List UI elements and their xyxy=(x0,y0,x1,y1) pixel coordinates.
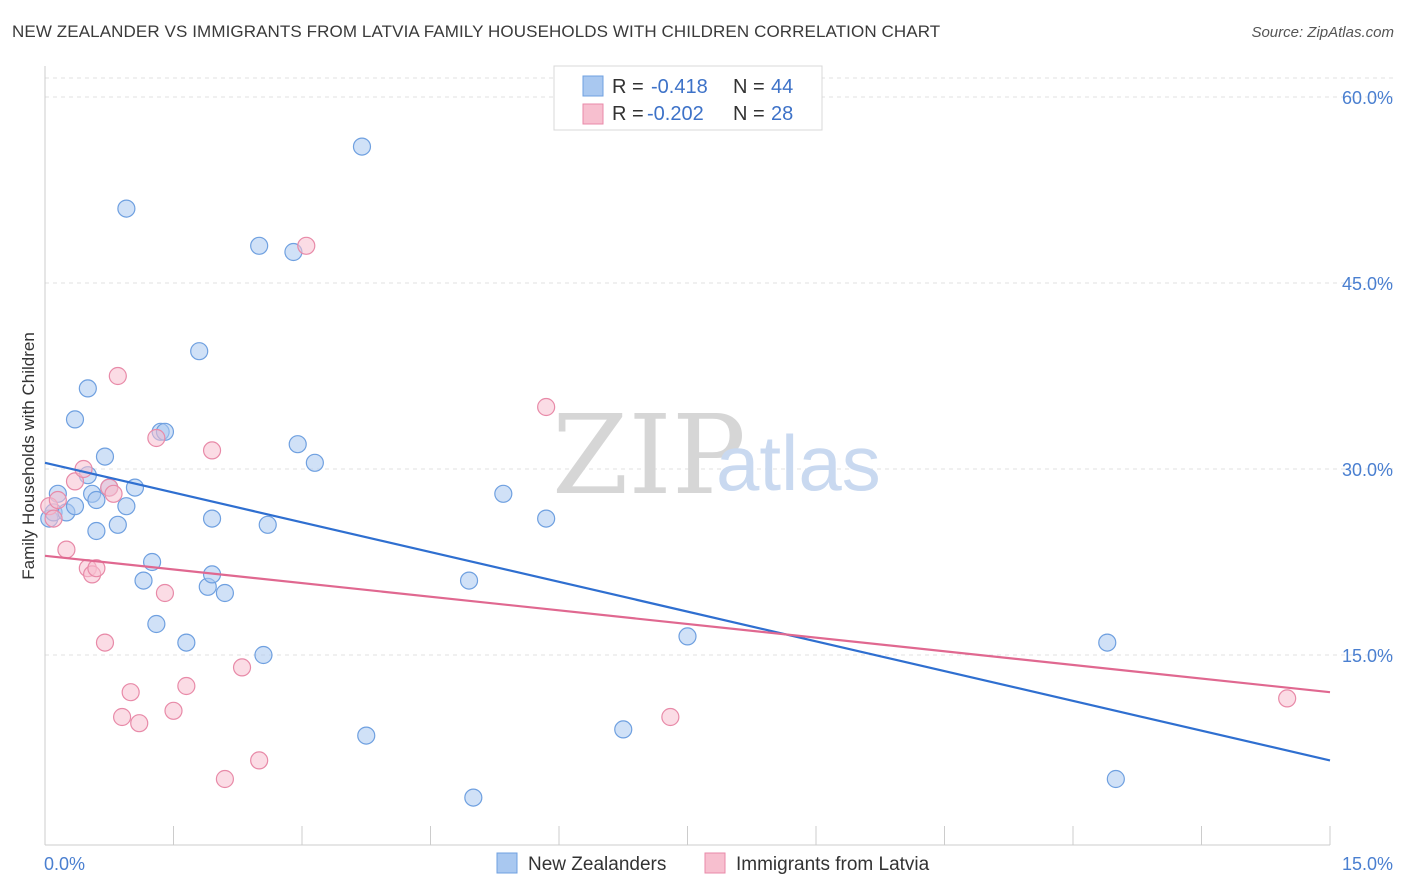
x-tick-label: 15.0% xyxy=(1342,854,1393,874)
new-zealander-point xyxy=(459,571,479,590)
latvia-point xyxy=(215,769,234,789)
latvia-point xyxy=(112,707,132,727)
y-tick-label: 45.0% xyxy=(1342,274,1393,294)
latvia-point xyxy=(130,714,149,733)
new-zealander-point xyxy=(537,509,556,528)
legend-swatch-blue xyxy=(582,75,604,97)
latvia-point xyxy=(44,509,63,528)
latvia-point xyxy=(108,366,127,386)
latvia-point xyxy=(48,490,67,510)
new-zealander-point xyxy=(108,515,127,534)
new-zealander-trend-line xyxy=(44,461,1331,762)
new-zealander-point xyxy=(117,497,136,516)
watermark: ZIP atlas xyxy=(552,391,881,519)
new-zealander-point xyxy=(614,720,633,739)
new-zealander-point xyxy=(202,509,222,528)
latvia-point xyxy=(661,707,680,727)
latvia-point xyxy=(537,397,556,417)
latvia-point xyxy=(177,676,196,696)
new-zealander-point xyxy=(250,236,269,255)
new-zealander-point xyxy=(87,521,106,541)
new-zealander-point xyxy=(678,627,697,646)
new-zealander-point xyxy=(352,137,372,156)
new-zealander-point xyxy=(258,515,277,534)
legend-r-label-1: R = xyxy=(612,76,644,98)
latvia-point xyxy=(65,472,85,491)
new-zealander-point xyxy=(134,571,153,590)
legend-swatch-pink xyxy=(582,103,604,125)
x-tick-label: 0.0% xyxy=(44,854,85,874)
grid-lines xyxy=(45,77,1395,656)
legend-n-value-2: 28 xyxy=(771,103,793,125)
legend-n-label-1: N = xyxy=(733,76,765,98)
legend-n-label-2: N = xyxy=(733,103,765,125)
latvia-point xyxy=(104,484,123,503)
legend-r-value-2: -0.202 xyxy=(647,103,704,125)
new-zealander-point xyxy=(65,497,85,516)
y-tick-label: 30.0% xyxy=(1342,460,1393,480)
new-zealander-point xyxy=(190,342,209,361)
y-axis-label: Family Households with Children xyxy=(19,332,38,580)
latvia-point xyxy=(87,559,106,578)
y-tick-labels: 15.0% 30.0% 45.0% 60.0% xyxy=(1342,88,1393,666)
y-tick-label: 15.0% xyxy=(1342,646,1393,666)
latvia-point xyxy=(147,428,166,448)
bottom-legend-swatch-pink xyxy=(704,852,726,874)
latvia-point xyxy=(57,540,76,559)
chart-title: NEW ZEALANDER VS IMMIGRANTS FROM LATVIA … xyxy=(12,22,941,41)
new-zealander-point xyxy=(254,645,273,665)
new-zealander-point xyxy=(78,379,97,398)
new-zealander-point xyxy=(494,484,513,503)
new-zealander-point xyxy=(305,453,324,472)
source-label: Source: ZipAtlas.com xyxy=(1251,24,1394,41)
new-zealander-point xyxy=(95,447,115,466)
latvia-point xyxy=(155,583,175,603)
latvia-point xyxy=(232,658,252,677)
watermark-atlas: atlas xyxy=(716,419,881,507)
new-zealander-point xyxy=(147,614,166,634)
bottom-legend-label-1: New Zealanders xyxy=(528,854,666,875)
x-tick-labels: 0.0% 15.0% xyxy=(44,854,1393,874)
legend-n-value-1: 44 xyxy=(771,76,793,98)
new-zealander-point xyxy=(464,788,483,807)
legend-r-label-2: R = xyxy=(612,103,644,125)
axes xyxy=(44,66,1331,846)
y-tick-label: 60.0% xyxy=(1342,88,1393,108)
new-zealander-point xyxy=(177,633,196,652)
latvia-point xyxy=(121,683,140,702)
new-zealander-point xyxy=(1106,769,1125,789)
new-zealander-point xyxy=(65,410,85,429)
new-zealander-point xyxy=(117,199,136,218)
bottom-legend: New Zealanders Immigrants from Latvia xyxy=(496,852,930,875)
latvia-point xyxy=(202,441,222,460)
new-zealander-point xyxy=(357,726,376,745)
latvia-point xyxy=(164,701,183,720)
bottom-legend-swatch-blue xyxy=(496,852,518,874)
new-zealander-point xyxy=(288,435,307,454)
data-points xyxy=(40,137,1297,807)
latvia-trend-line xyxy=(44,554,1331,694)
latvia-point xyxy=(74,459,93,479)
latvia-point xyxy=(1278,689,1297,708)
legend-r-value-1: -0.418 xyxy=(651,76,708,98)
new-zealander-point xyxy=(87,490,106,510)
trend-lines xyxy=(44,461,1331,762)
legend-box: R = -0.418 N = 44 R = -0.202 N = 28 xyxy=(553,65,823,131)
new-zealander-point xyxy=(1098,633,1117,652)
bottom-legend-label-2: Immigrants from Latvia xyxy=(736,854,930,875)
latvia-point xyxy=(95,633,115,652)
new-zealander-point xyxy=(215,583,234,603)
latvia-point xyxy=(250,751,269,770)
watermark-zip: ZIP xyxy=(552,391,746,519)
latvia-point xyxy=(297,236,316,255)
